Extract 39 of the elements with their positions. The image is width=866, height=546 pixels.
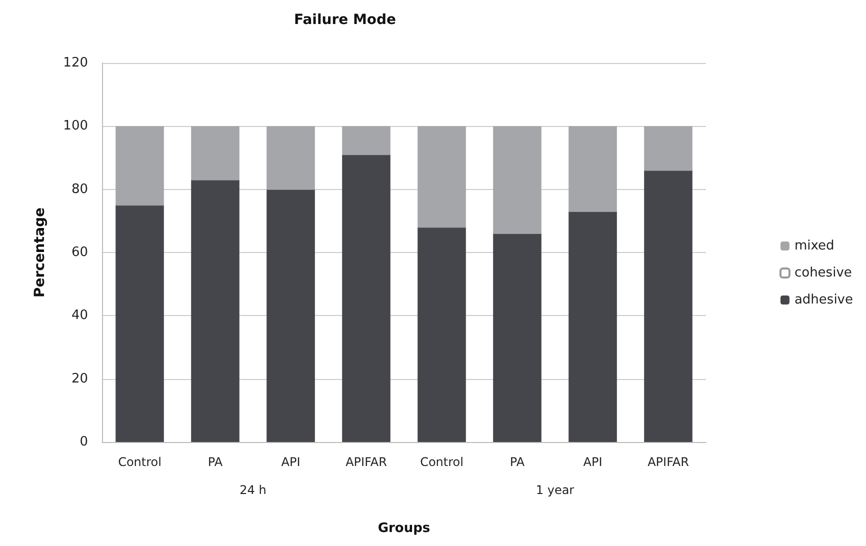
bar	[568, 126, 617, 212]
bar	[493, 234, 542, 442]
bar	[493, 126, 542, 234]
text: 24 h	[240, 483, 266, 497]
bar	[342, 126, 390, 155]
bar	[266, 189, 315, 442]
y-tick-label: 100	[63, 118, 88, 134]
bar	[266, 126, 315, 190]
bar	[116, 126, 164, 206]
bar	[116, 205, 164, 442]
legend-label: cohesive	[794, 266, 852, 280]
x-axis-title: Groups	[378, 521, 430, 536]
x-tick-label: Control	[118, 455, 162, 469]
y-tick-label: 20	[71, 371, 88, 386]
bar	[418, 227, 466, 442]
y-tick-label: 80	[71, 182, 88, 197]
y-tick-label: 0	[80, 434, 88, 450]
bar	[191, 180, 240, 442]
x-tick-label: Control	[420, 455, 464, 469]
x-tick-label: API	[281, 455, 300, 469]
bar	[644, 170, 692, 442]
legend-label: adhesive	[794, 292, 854, 308]
x-tick-label: PA	[510, 455, 526, 469]
x-tick-label: APIFAR	[346, 455, 387, 469]
bar	[644, 126, 692, 170]
bar	[418, 126, 466, 228]
x-tick-label: APIFAR	[648, 455, 689, 469]
bar	[191, 126, 240, 180]
bar	[568, 211, 617, 442]
x-tick-label: API	[583, 455, 602, 469]
y-axis-title: Percentage	[32, 207, 48, 298]
text: 1 year	[536, 483, 574, 497]
y-tick-label: 60	[71, 245, 88, 260]
legend-label: mixed	[794, 238, 834, 254]
x-tick-label: PA	[208, 455, 224, 469]
y-tick-label: 120	[63, 56, 88, 70]
y-tick-label: 40	[71, 308, 88, 324]
bar	[342, 154, 390, 442]
chart-title: Failure Mode	[294, 12, 396, 28]
